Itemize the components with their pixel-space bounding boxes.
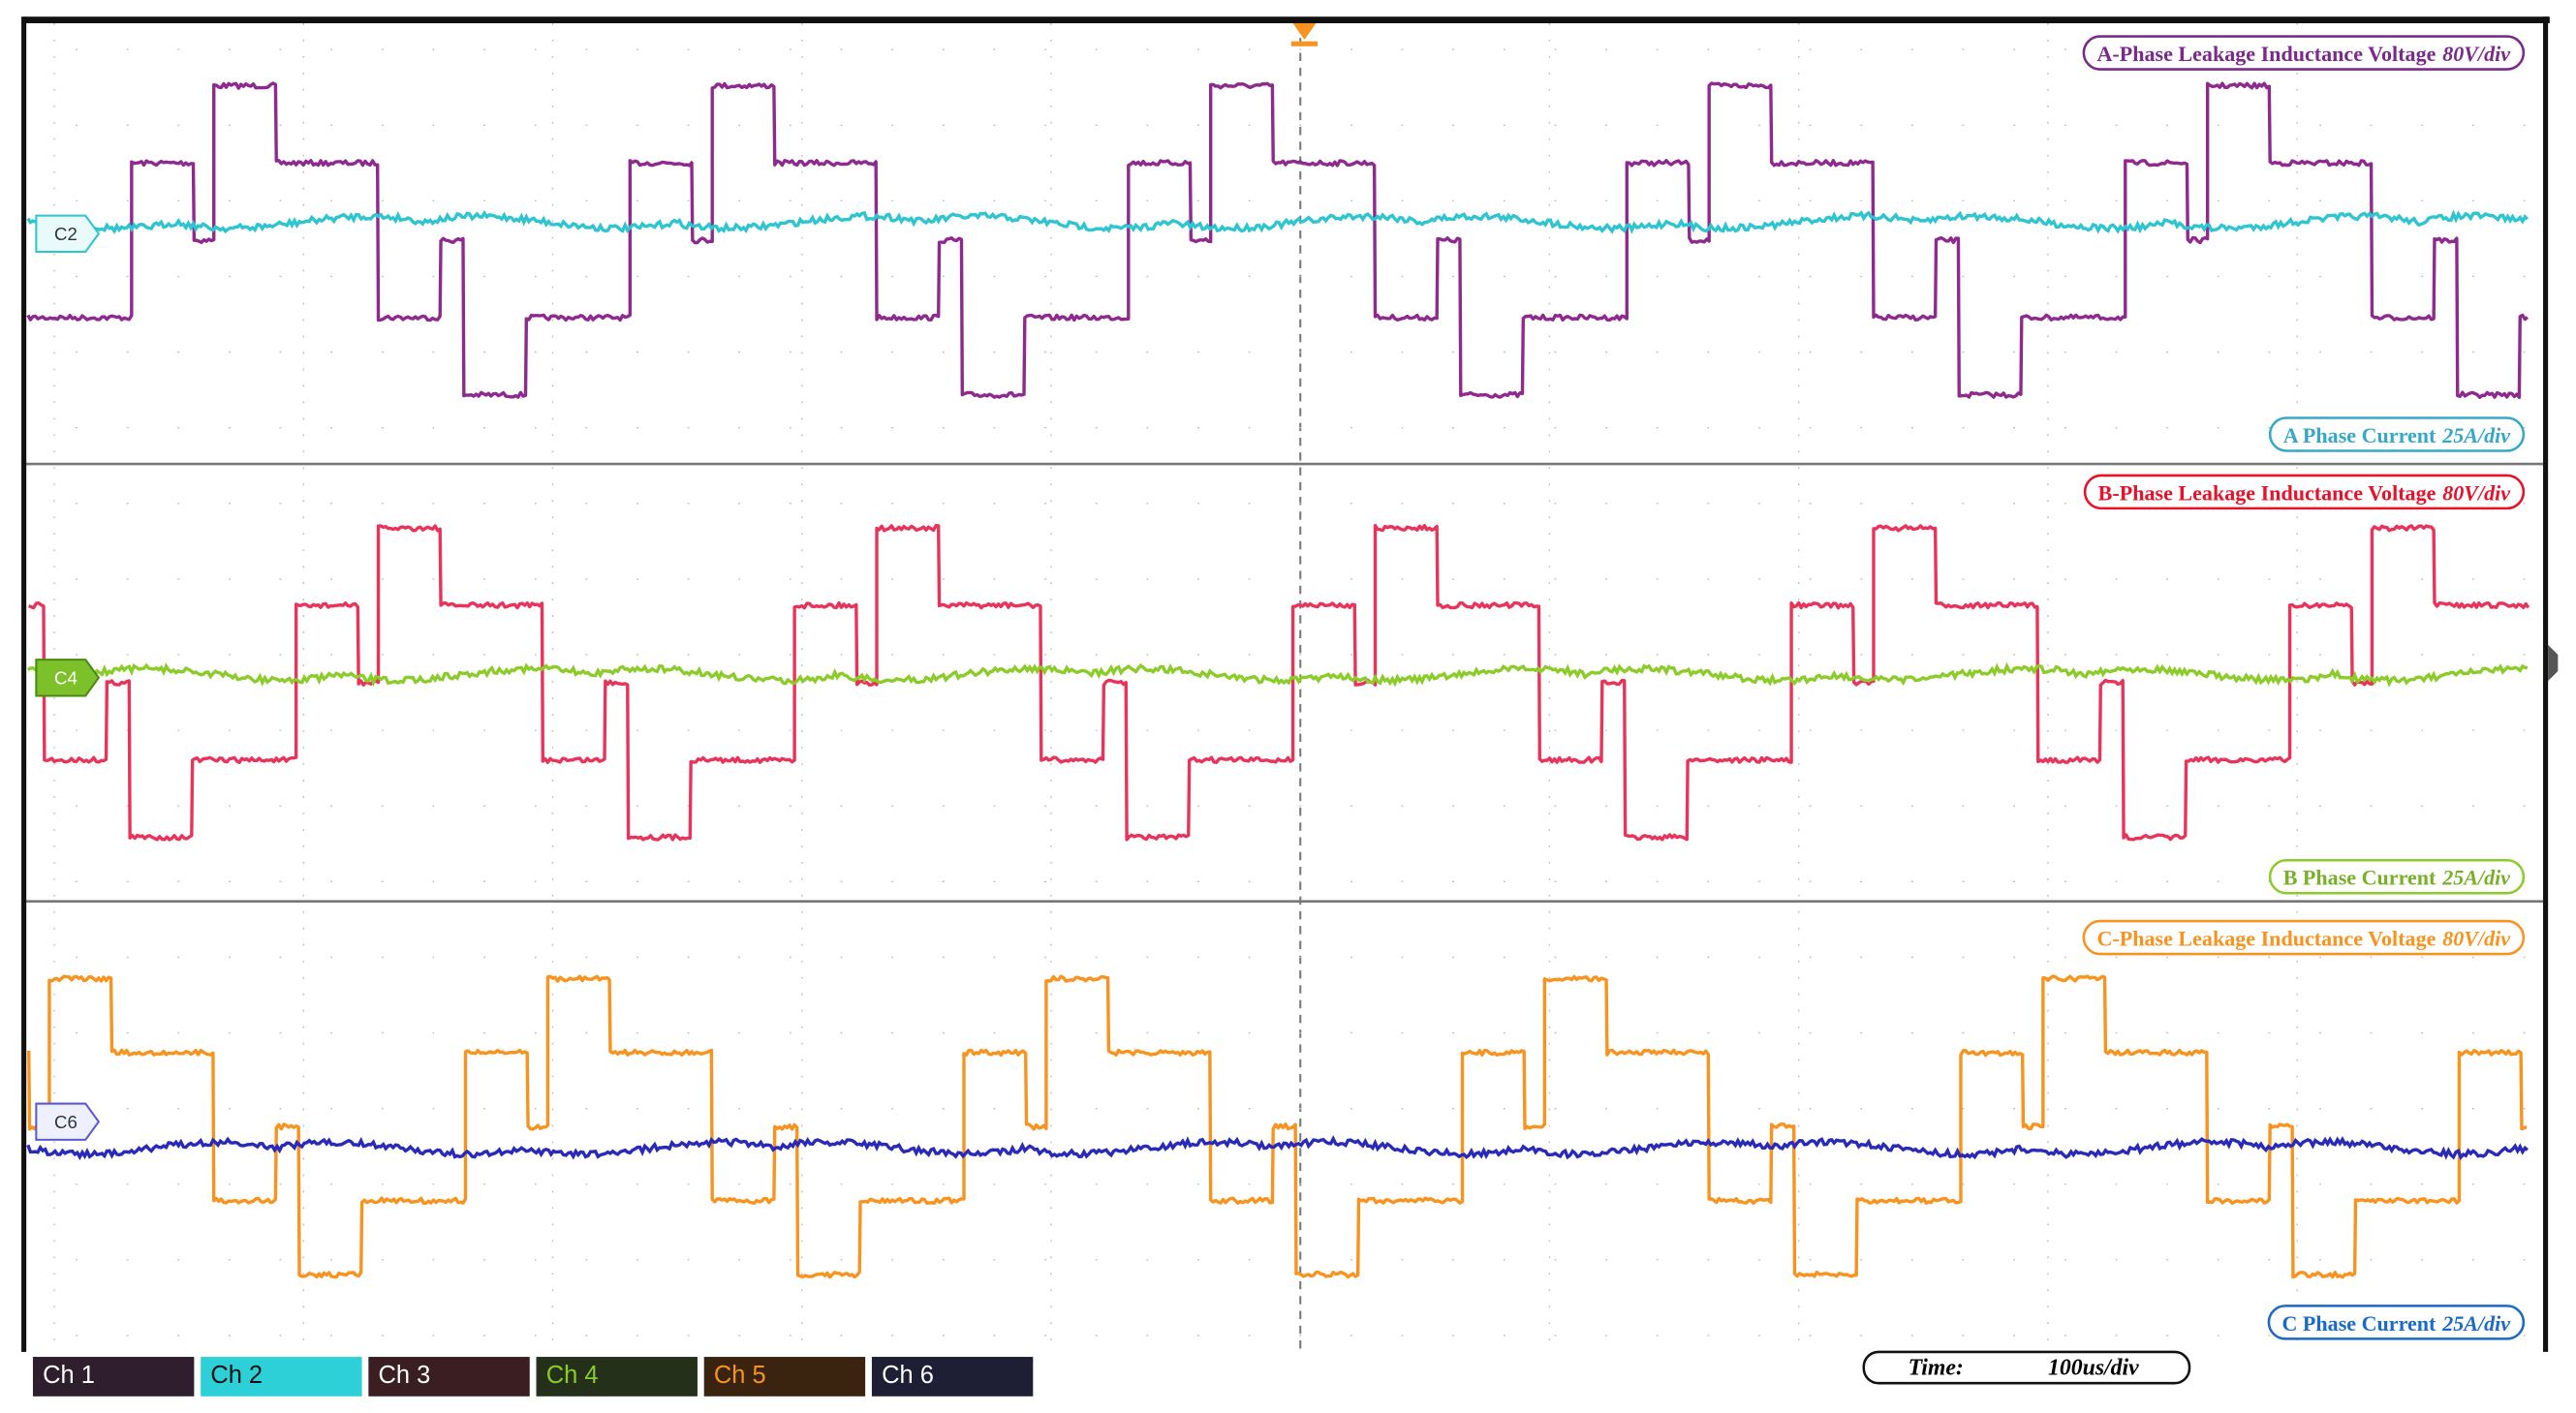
trigger-marker-base	[1290, 41, 1319, 46]
channel-tab[interactable]: Ch 2	[201, 1357, 362, 1397]
trigger-marker	[1292, 22, 1317, 40]
trace-label: B-Phase Leakage Inductance Voltage 80V/di…	[2083, 474, 2526, 510]
trace-label-box	[2267, 1305, 2526, 1340]
trace-label: A Phase Current 25A/div	[2268, 416, 2526, 452]
channel-tabs: Ch 1 Ch 2 Ch 3 Ch 4 Ch 5 Ch 6	[32, 1357, 1034, 1397]
channel-marker-label: C6	[54, 1112, 78, 1132]
trace-scale: 80V/div	[2442, 927, 2510, 951]
timebase-label: Time:	[1909, 1356, 1964, 1381]
trace-name: C-Phase Leakage Inductance Voltage	[2096, 927, 2436, 951]
trace-name: C Phase Current	[2281, 1311, 2436, 1336]
channel-tab[interactable]: Ch 1	[32, 1357, 195, 1397]
side-handle	[2548, 644, 2559, 682]
trace-label-text: B Phase Current 25A/div	[2283, 866, 2511, 890]
trace-label-box	[2268, 416, 2526, 452]
trace-label: C Phase Current 25A/div	[2267, 1305, 2526, 1340]
trace-scale: 80V/div	[2442, 42, 2510, 66]
channel-tab-bg[interactable]	[871, 1357, 1034, 1397]
channel-tab[interactable]: Ch 6	[871, 1357, 1034, 1397]
trace-label: C-Phase Leakage Inductance Voltage 80V/di…	[2082, 919, 2526, 956]
trace-scale: 25A/div	[2441, 1311, 2510, 1336]
trace-label-box	[2082, 35, 2526, 71]
top-border	[24, 16, 2550, 23]
channel-tab[interactable]: Ch 5	[703, 1357, 866, 1397]
trace-scale: 25A/div	[2441, 866, 2510, 890]
current-trace	[26, 661, 2529, 688]
current-trace	[26, 209, 2529, 235]
trace-name: B-Phase Leakage Inductance Voltage	[2098, 480, 2436, 505]
voltage-trace	[27, 974, 2528, 1279]
channel-tab-bg[interactable]	[32, 1357, 195, 1397]
channel-tab-bg[interactable]	[368, 1357, 530, 1397]
channel-tab[interactable]: Ch 4	[536, 1357, 698, 1397]
voltage-trace	[27, 524, 2530, 842]
trace-label-text: A Phase Current 25A/div	[2283, 423, 2511, 447]
trace-label-box	[2082, 919, 2526, 956]
trace-label-text: A-Phase Leakage Inductance Voltage 80V/di…	[2096, 42, 2510, 66]
trace-scale: 25A/div	[2441, 423, 2510, 447]
trace-label-text: C-Phase Leakage Inductance Voltage 80V/di…	[2096, 927, 2510, 951]
timebase-value: 100us/div	[2048, 1356, 2139, 1381]
channel-tab-bg[interactable]	[536, 1357, 698, 1397]
channel-tab-bg[interactable]	[703, 1357, 866, 1397]
trace-name: B Phase Current	[2283, 866, 2436, 890]
trace-name: A-Phase Leakage Inductance Voltage	[2096, 42, 2436, 66]
trace-name: A Phase Current	[2283, 423, 2436, 447]
current-trace	[26, 1135, 2529, 1161]
trace-labels: A-Phase Leakage Inductance Voltage 80V/di…	[2082, 35, 2526, 1340]
right-border	[2543, 16, 2549, 1352]
voltage-trace	[26, 81, 2529, 399]
graticule	[24, 22, 2548, 1352]
left-border	[21, 16, 27, 1352]
trace-label: A-Phase Leakage Inductance Voltage 80V/di…	[2082, 35, 2526, 71]
trace-label-box	[2268, 858, 2526, 895]
channel-tab-label[interactable]: Ch 1	[43, 1362, 95, 1389]
channel-tab-label[interactable]: Ch 6	[882, 1362, 934, 1389]
channel-tab-label[interactable]: Ch 3	[379, 1362, 431, 1389]
timebase-box	[1862, 1350, 2191, 1385]
trace-label-text: C Phase Current 25A/div	[2281, 1311, 2510, 1336]
channel-marker	[35, 214, 101, 254]
channel-markers: C2 C4 C6	[35, 214, 101, 1141]
channel-tab-label[interactable]: Ch 2	[210, 1362, 263, 1389]
trace-label-box	[2083, 474, 2526, 510]
waveforms	[26, 81, 2530, 1279]
channel-marker-label: C4	[54, 668, 78, 689]
trace-label-text: B-Phase Leakage Inductance Voltage 80V/di…	[2098, 480, 2511, 505]
trace-label: B Phase Current 25A/div	[2268, 858, 2526, 895]
channel-marker	[35, 1102, 101, 1141]
channel-marker	[35, 659, 101, 697]
timebase: Time: 100us/div	[1862, 1350, 2191, 1385]
channel-tab-label[interactable]: Ch 4	[546, 1362, 599, 1389]
channel-marker-label: C2	[54, 224, 78, 244]
channel-tab[interactable]: Ch 3	[368, 1357, 530, 1397]
channel-tab-bg[interactable]	[201, 1357, 362, 1397]
trace-scale: 80V/div	[2442, 480, 2510, 505]
channel-tab-label[interactable]: Ch 5	[714, 1362, 766, 1389]
